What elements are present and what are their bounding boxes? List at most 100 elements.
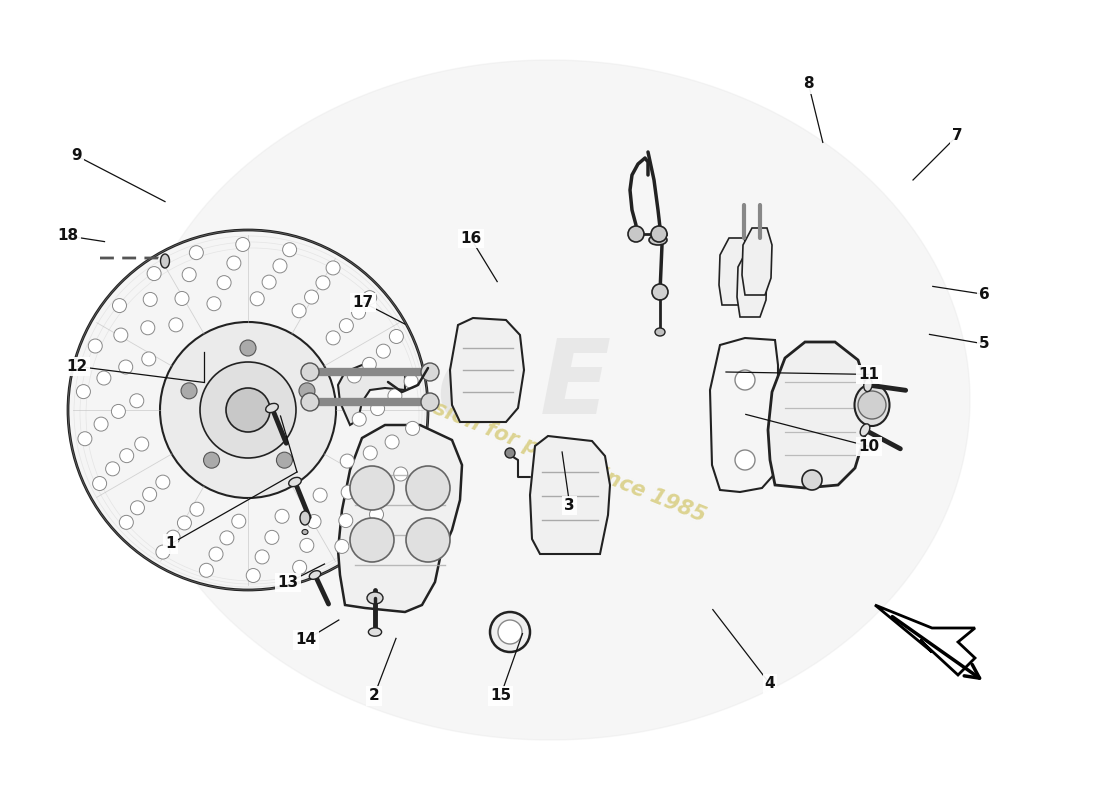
Ellipse shape: [266, 403, 278, 413]
Circle shape: [362, 358, 376, 371]
Ellipse shape: [860, 424, 870, 436]
Circle shape: [120, 449, 134, 462]
Polygon shape: [710, 338, 778, 492]
Circle shape: [88, 339, 102, 353]
Circle shape: [177, 516, 191, 530]
Circle shape: [293, 304, 306, 318]
Circle shape: [265, 530, 279, 544]
Circle shape: [802, 470, 822, 490]
Ellipse shape: [302, 530, 308, 534]
Circle shape: [141, 321, 155, 334]
Text: 5: 5: [979, 337, 990, 351]
Circle shape: [111, 405, 125, 418]
Circle shape: [273, 259, 287, 273]
Circle shape: [190, 502, 204, 516]
Text: 16: 16: [460, 231, 482, 246]
Circle shape: [227, 256, 241, 270]
Circle shape: [299, 383, 315, 399]
Text: 13: 13: [277, 575, 299, 590]
Circle shape: [406, 518, 450, 562]
Text: 17: 17: [352, 295, 374, 310]
Circle shape: [406, 466, 450, 510]
Circle shape: [143, 487, 156, 502]
Circle shape: [119, 360, 133, 374]
Circle shape: [246, 569, 261, 582]
Polygon shape: [338, 365, 405, 425]
Ellipse shape: [309, 570, 321, 579]
Circle shape: [255, 550, 270, 564]
Circle shape: [334, 539, 349, 554]
Circle shape: [389, 330, 404, 343]
Text: 18: 18: [57, 229, 79, 243]
Circle shape: [341, 486, 355, 499]
Circle shape: [352, 306, 365, 319]
Text: 1: 1: [165, 537, 176, 551]
Circle shape: [119, 515, 133, 530]
Text: 15: 15: [490, 689, 512, 703]
Ellipse shape: [649, 235, 667, 245]
Circle shape: [131, 501, 144, 514]
Circle shape: [283, 242, 297, 257]
Circle shape: [421, 393, 439, 411]
Circle shape: [217, 276, 231, 290]
Circle shape: [97, 371, 111, 385]
Circle shape: [376, 344, 390, 358]
Polygon shape: [338, 425, 462, 612]
Text: 4: 4: [764, 677, 776, 691]
Circle shape: [76, 385, 90, 398]
Circle shape: [275, 510, 289, 523]
Polygon shape: [130, 60, 970, 740]
Circle shape: [305, 290, 319, 304]
Polygon shape: [874, 605, 975, 675]
Text: 2: 2: [368, 689, 379, 703]
Circle shape: [628, 226, 643, 242]
Circle shape: [300, 538, 313, 552]
Circle shape: [301, 393, 319, 411]
Circle shape: [352, 412, 366, 426]
Polygon shape: [742, 228, 772, 295]
Circle shape: [651, 226, 667, 242]
Circle shape: [339, 514, 353, 527]
Circle shape: [156, 475, 169, 489]
Circle shape: [220, 531, 234, 545]
Polygon shape: [530, 436, 610, 554]
Text: 9: 9: [72, 149, 82, 163]
Circle shape: [314, 488, 327, 502]
Circle shape: [182, 383, 197, 399]
Circle shape: [404, 374, 418, 388]
Ellipse shape: [654, 328, 666, 336]
Circle shape: [385, 435, 399, 449]
Circle shape: [348, 369, 361, 383]
Circle shape: [156, 545, 169, 559]
Circle shape: [327, 331, 340, 345]
Polygon shape: [450, 318, 524, 422]
Ellipse shape: [300, 511, 310, 525]
Circle shape: [340, 318, 353, 333]
Ellipse shape: [367, 592, 383, 604]
Circle shape: [130, 394, 144, 408]
Circle shape: [68, 230, 428, 590]
Circle shape: [316, 276, 330, 290]
Circle shape: [293, 560, 307, 574]
Circle shape: [78, 432, 92, 446]
Ellipse shape: [288, 478, 301, 486]
Circle shape: [95, 417, 108, 431]
Circle shape: [189, 246, 204, 260]
Polygon shape: [737, 250, 767, 317]
Circle shape: [175, 291, 189, 306]
Text: 10: 10: [858, 439, 880, 454]
Circle shape: [143, 293, 157, 306]
Circle shape: [147, 266, 161, 281]
Circle shape: [326, 261, 340, 275]
Circle shape: [240, 340, 256, 356]
Circle shape: [200, 362, 296, 458]
Circle shape: [301, 363, 319, 381]
Circle shape: [858, 391, 886, 419]
Circle shape: [276, 452, 293, 468]
Circle shape: [199, 563, 213, 578]
Text: 14: 14: [295, 633, 317, 647]
Circle shape: [134, 437, 148, 451]
Circle shape: [371, 402, 385, 415]
Circle shape: [735, 370, 755, 390]
Circle shape: [183, 268, 196, 282]
